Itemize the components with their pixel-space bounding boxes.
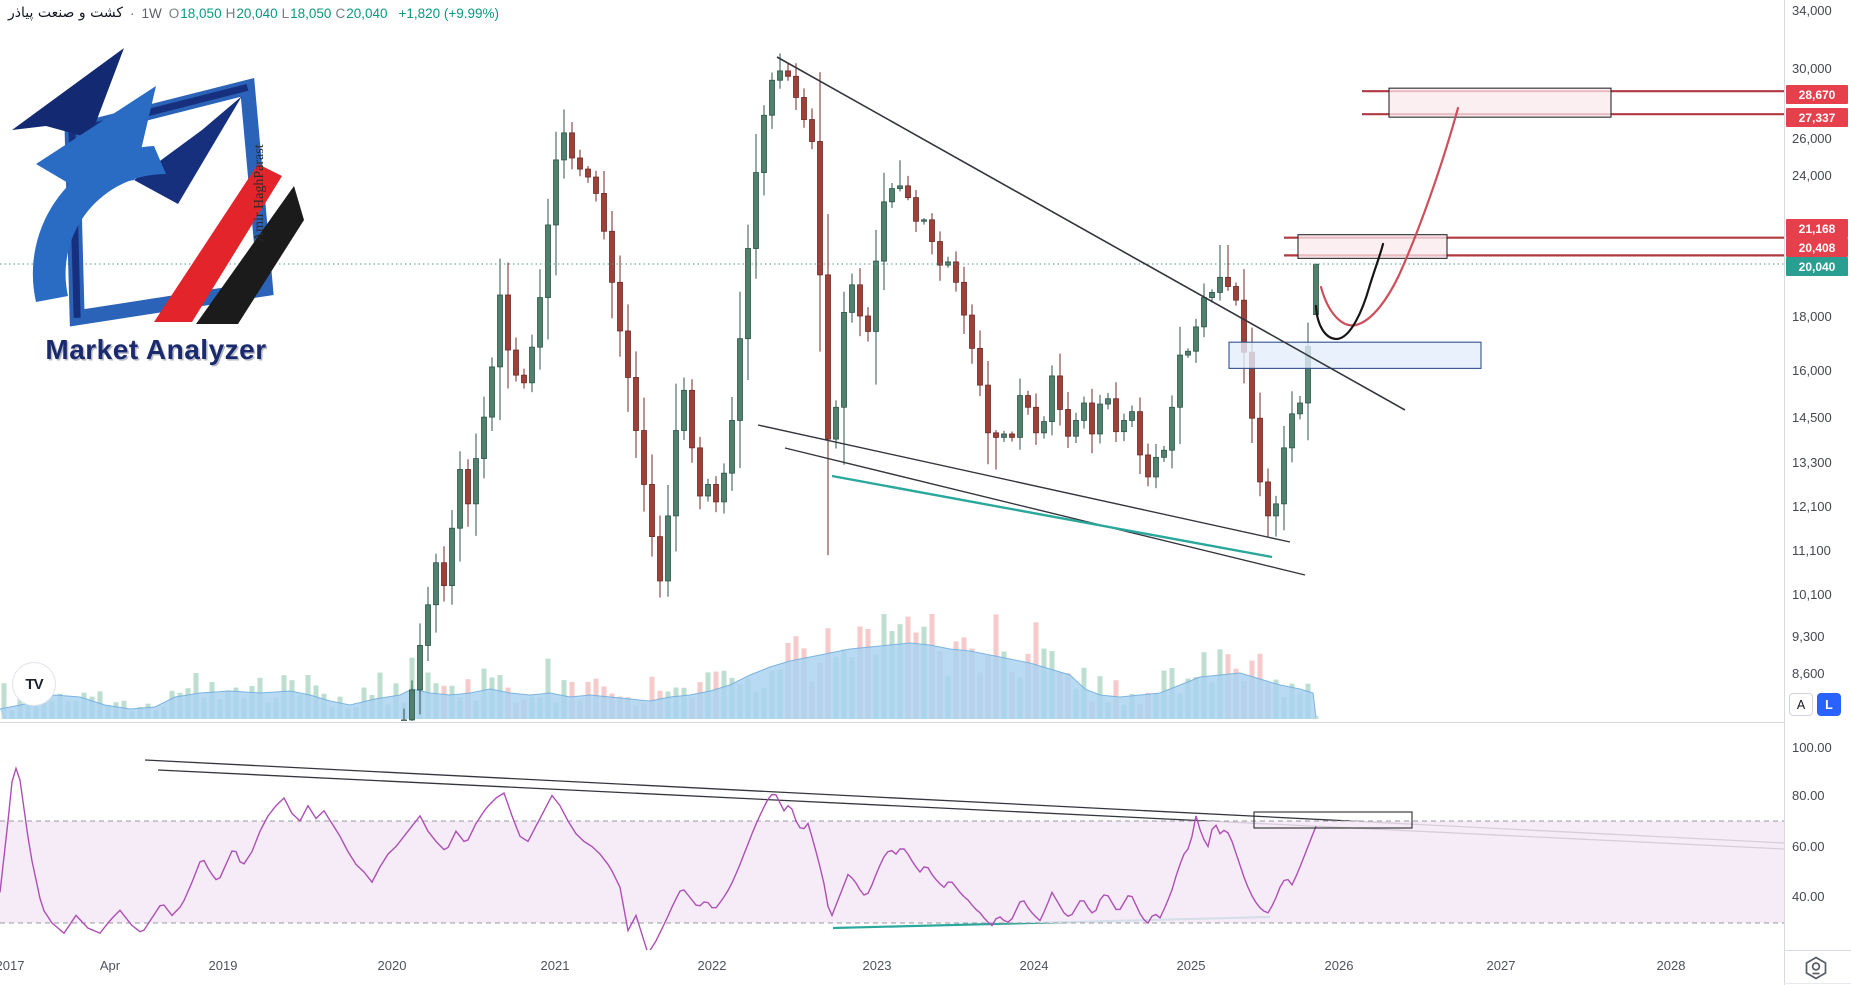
time-axis-label-apr: Apr bbox=[99, 958, 121, 973]
time-axis-settings-button[interactable] bbox=[1800, 954, 1832, 982]
ohlc-values: O18,050 H20,040 L18,050 C20,040 bbox=[169, 6, 392, 21]
price-badge-20408: 20,408 bbox=[1786, 238, 1848, 257]
header-separator: · bbox=[130, 5, 135, 21]
price-badge-20040: 20,040 bbox=[1786, 257, 1848, 276]
tradingview-watermark-icon[interactable]: TV bbox=[12, 662, 56, 706]
price-axis-border bbox=[1784, 0, 1785, 985]
price-axis-label: 26,000 bbox=[1792, 131, 1832, 146]
price-badge-27337: 27,337 bbox=[1786, 108, 1848, 127]
ohlc-field-c: C20,040 bbox=[335, 5, 388, 21]
supply-zone-2 bbox=[1297, 234, 1448, 259]
logo-wing-dark-shape bbox=[12, 48, 124, 138]
time-axis[interactable]: 2017 Apr 2019 2020 2021 2022 2023 2024 2025 2026 2… bbox=[0, 950, 1784, 985]
indicator-axis-label: 80.00 bbox=[1792, 788, 1825, 803]
logo-title: Market Analyzer bbox=[45, 334, 267, 365]
supply-zone-1 bbox=[1388, 87, 1612, 118]
time-axis-label-2026: 2026 bbox=[1324, 958, 1354, 973]
volume-ma-area bbox=[0, 643, 1316, 719]
tradingview-glyph: TV bbox=[25, 675, 43, 693]
price-axis-label: 16,000 bbox=[1792, 363, 1832, 378]
candlestick-series bbox=[401, 53, 1319, 721]
projection-curve-black bbox=[1314, 242, 1385, 341]
time-axis-label-2020: 2020 bbox=[377, 958, 407, 973]
rsi-line bbox=[0, 765, 1317, 950]
logo-black-stripe-shape bbox=[196, 186, 304, 324]
price-axis[interactable]: 34,000 30,000 26,000 24,000 18,000 16,000 14,5… bbox=[1785, 0, 1851, 950]
ohlc-field-o: O18,050 bbox=[168, 5, 222, 21]
indicator-axis-label: 100.00 bbox=[1792, 740, 1832, 755]
price-axis-label: 10,100 bbox=[1792, 587, 1832, 602]
projection-curve-red bbox=[1319, 106, 1460, 327]
time-axis-label-2024: 2024 bbox=[1019, 958, 1049, 973]
upper-wedge-line bbox=[776, 56, 1406, 411]
time-axis-label-2019: 2019 bbox=[208, 958, 238, 973]
lower-wedge-line-1 bbox=[757, 424, 1291, 543]
rsi-pane bbox=[0, 765, 1784, 950]
price-badge-28670: 28,670 bbox=[1786, 85, 1848, 104]
time-axis-label-2028: 2028 bbox=[1656, 958, 1686, 973]
symbol-name[interactable]: کشت و صنعت پیاذر bbox=[8, 5, 124, 21]
logo-author: Amir HaghParast bbox=[252, 144, 267, 242]
time-axis-label-2022: 2022 bbox=[697, 958, 727, 973]
log-scale-button[interactable]: L bbox=[1817, 693, 1841, 716]
price-axis-label: 14,500 bbox=[1792, 410, 1832, 425]
brand-logo: Market Analyzer Amir HaghParast bbox=[6, 34, 306, 379]
price-badge-21168: 21,168 bbox=[1786, 219, 1848, 238]
price-axis-label: 30,000 bbox=[1792, 61, 1832, 76]
symbol-header: کشت و صنعت پیاذر · 1W O18,050 H20,040 L18,… bbox=[8, 5, 499, 21]
price-axis-label: 34,000 bbox=[1792, 3, 1832, 18]
time-axis-label-2027: 2027 bbox=[1486, 958, 1516, 973]
pane-separator[interactable] bbox=[0, 722, 1784, 723]
demand-zone bbox=[1228, 341, 1482, 369]
price-axis-label: 9,300 bbox=[1792, 629, 1825, 644]
settings-hexagon-icon bbox=[1805, 956, 1827, 980]
price-axis-label: 12,100 bbox=[1792, 499, 1832, 514]
rsi-breakout-box[interactable] bbox=[1253, 811, 1413, 829]
price-axis-label: 13,300 bbox=[1792, 455, 1832, 470]
ohlc-field-h: H20,040 bbox=[225, 5, 278, 21]
time-axis-label-2017: 2017 bbox=[0, 958, 25, 973]
timeframe-label[interactable]: 1W bbox=[141, 5, 162, 21]
lower-wedge-line-2 bbox=[784, 447, 1306, 576]
logo-swoosh-shape bbox=[32, 146, 166, 302]
rsi-band-fill bbox=[0, 821, 1784, 923]
indicator-axis-label: 40.00 bbox=[1792, 889, 1825, 904]
ohlc-field-l: L18,050 bbox=[281, 5, 332, 21]
time-axis-label-2023: 2023 bbox=[862, 958, 892, 973]
price-axis-label: 11,100 bbox=[1792, 543, 1831, 558]
auto-scale-button[interactable]: A bbox=[1789, 693, 1813, 716]
brand-logo-graphic bbox=[12, 48, 304, 327]
change-value: +1,820 (+9.99%) bbox=[398, 5, 500, 21]
price-teal-trendline bbox=[831, 474, 1273, 559]
logo-beak-shape bbox=[134, 96, 242, 204]
price-axis-label: 18,000 bbox=[1792, 309, 1832, 324]
indicator-axis-label: 60.00 bbox=[1792, 839, 1825, 854]
scale-buttons: A L bbox=[1789, 693, 1841, 716]
price-axis-label: 24,000 bbox=[1792, 168, 1832, 183]
time-axis-label-2021: 2021 bbox=[540, 958, 570, 973]
time-axis-label-2025: 2025 bbox=[1176, 958, 1206, 973]
price-axis-label: 8,600 bbox=[1792, 666, 1825, 681]
logo-red-stripe-shape bbox=[154, 164, 282, 322]
